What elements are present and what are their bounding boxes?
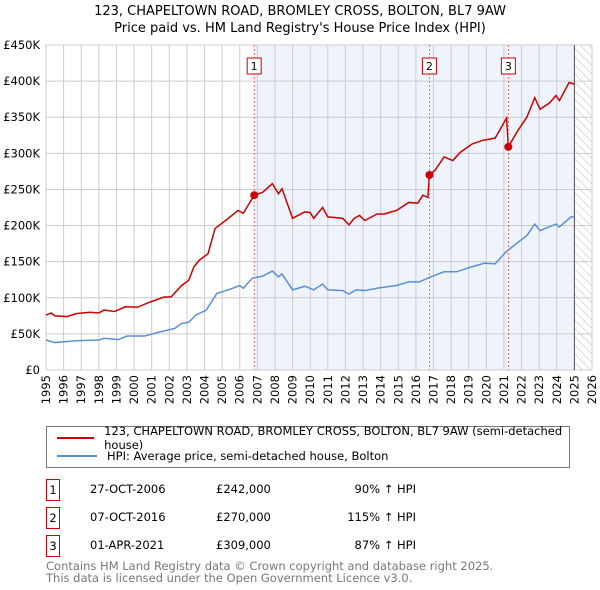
sale-label: 2: [426, 60, 433, 73]
x-tick-label: 2014: [374, 375, 388, 404]
x-tick-label: 2010: [303, 375, 317, 404]
y-tick-label: £350K: [3, 110, 40, 124]
y-tick-label: £50K: [11, 327, 41, 341]
footer-licence: This data is licensed under the Open Gov…: [46, 571, 413, 585]
legend: 123, CHAPELTOWN ROAD, BROMLEY CROSS, BOL…: [46, 424, 570, 468]
sale-hpi-change: 115% ↑ HPI: [347, 510, 416, 524]
sale-price: £242,000: [216, 482, 271, 496]
shaded-region: [254, 45, 575, 370]
x-tick-label: 2006: [233, 375, 247, 404]
x-tick-label: 2002: [162, 375, 176, 404]
sale-number: 1: [46, 479, 60, 501]
price-chart: 1995 1996 1997 1998 1999 2000 2001 2002 2003 2004…: [3, 38, 599, 404]
x-tick-label: 2023: [532, 375, 546, 404]
x-tick-label: 2000: [127, 375, 141, 404]
x-tick-label: 2022: [515, 375, 529, 404]
x-tick-label: 1995: [39, 375, 53, 404]
sale-number: 2: [46, 507, 60, 529]
x-tick-label: 2007: [250, 375, 264, 404]
legend-swatch: [57, 437, 95, 439]
sale-date: 27-OCT-2006: [90, 482, 166, 496]
x-tick-label: 2018: [444, 375, 458, 404]
y-tick-label: £300K: [3, 146, 40, 160]
sale-row: 2 07-OCT-2016 £270,000 115% ↑ HPI: [46, 507, 546, 529]
legend-item-hpi: HPI: Average price, semi-detached house,…: [57, 448, 388, 464]
x-tick-label: 2012: [338, 375, 352, 404]
sale-hpi-change: 90% ↑ HPI: [354, 482, 416, 496]
legend-swatch: [57, 455, 97, 457]
legend-label: 123, CHAPELTOWN ROAD, BROMLEY CROSS, BOL…: [104, 424, 563, 452]
sale-label: 1: [251, 60, 258, 73]
sale-hpi-change: 87% ↑ HPI: [354, 538, 416, 552]
sale-price: £309,000: [216, 538, 271, 552]
legend-label: HPI: Average price, semi-detached house,…: [107, 449, 389, 463]
chart-subtitle: Price paid vs. HM Land Registry's House …: [114, 21, 486, 36]
sale-date: 01-APR-2021: [90, 538, 165, 552]
x-tick-label: 2013: [356, 375, 370, 404]
sale-date: 07-OCT-2016: [90, 510, 166, 524]
x-tick-label: 2017: [426, 375, 440, 404]
sale-label-box: [500, 57, 516, 75]
x-tick-label: 2025: [567, 375, 581, 404]
sale-label: 3: [505, 60, 512, 73]
x-tick-label: 2015: [391, 375, 405, 404]
x-tick-label: 2004: [198, 375, 212, 404]
x-tick-label: 2026: [585, 375, 599, 404]
y-tick-label: £200K: [3, 219, 40, 233]
sale-label-box: [246, 57, 262, 75]
x-tick-label: 2005: [215, 375, 229, 404]
y-tick-label: £150K: [3, 255, 40, 269]
chart-title: 123, CHAPELTOWN ROAD, BROMLEY CROSS, BOL…: [94, 4, 506, 19]
sale-row: 3 01-APR-2021 £309,000 87% ↑ HPI: [46, 535, 546, 557]
x-tick-label: 1998: [92, 375, 106, 404]
y-tick-label: £450K: [3, 38, 40, 52]
x-tick-label: 2016: [409, 375, 423, 404]
y-tick-label: £100K: [3, 291, 40, 305]
price-paid-line: [45, 81, 575, 318]
hpi-line: [45, 216, 575, 344]
y-tick-label: £250K: [3, 182, 40, 196]
x-tick-label: 2020: [479, 375, 493, 404]
x-tick-label: 2008: [268, 375, 282, 404]
legend-item-property: 123, CHAPELTOWN ROAD, BROMLEY CROSS, BOL…: [57, 424, 569, 452]
x-tick-label: 1999: [109, 375, 123, 404]
footer-copyright: Contains HM Land Registry data © Crown c…: [46, 559, 494, 573]
sale-point: [504, 142, 513, 151]
sale-point: [250, 191, 259, 200]
y-tick-label: £400K: [3, 74, 40, 88]
x-tick-label: 1996: [57, 375, 71, 404]
y-tick-label: £0: [25, 363, 40, 377]
x-tick-label: 2019: [462, 375, 476, 404]
forecast-hatch: [574, 45, 592, 370]
x-tick-label: 2024: [550, 375, 564, 404]
sale-row: 1 27-OCT-2006 £242,000 90% ↑ HPI: [46, 479, 546, 501]
x-tick-label: 2001: [145, 375, 159, 404]
sale-price: £270,000: [216, 510, 271, 524]
x-tick-label: 2011: [321, 375, 335, 404]
x-tick-label: 2003: [180, 375, 194, 404]
sale-label-box: [421, 57, 437, 75]
x-tick-label: 2021: [497, 375, 511, 404]
x-tick-label: 2009: [286, 375, 300, 404]
sale-number: 3: [46, 535, 60, 557]
sale-point: [425, 171, 434, 179]
x-tick-label: 1997: [74, 375, 88, 404]
